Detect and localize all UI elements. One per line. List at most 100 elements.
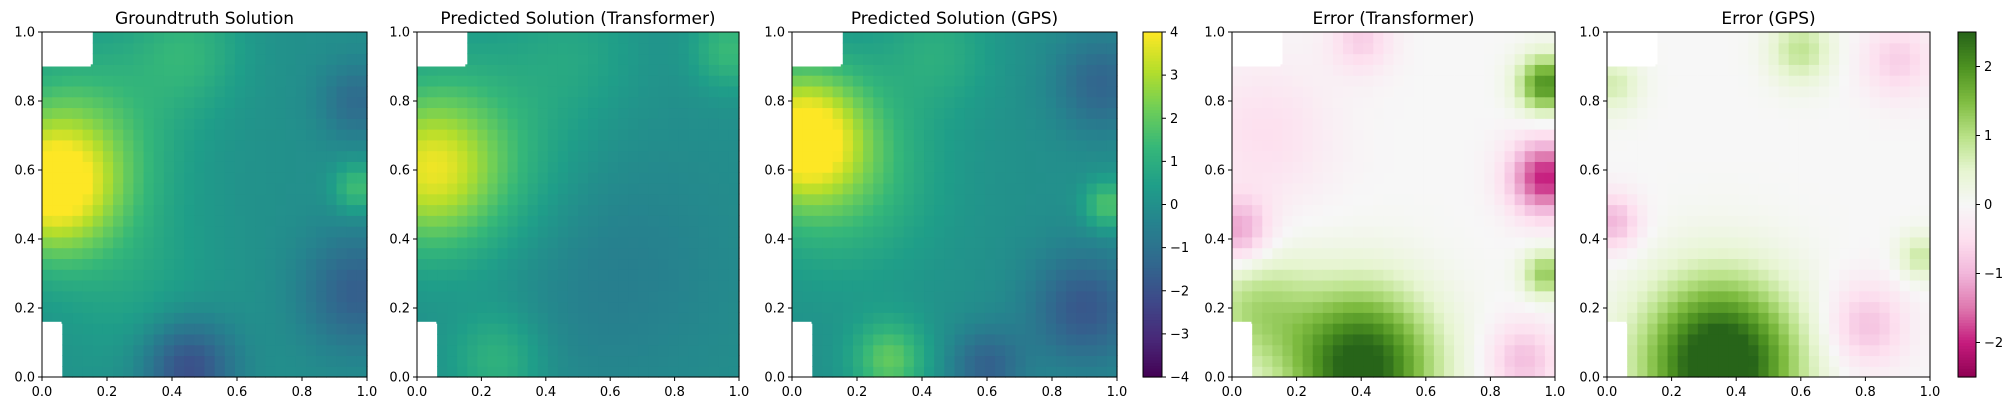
heatmap-cell: [174, 355, 185, 367]
heatmap-cell: [1312, 64, 1324, 76]
heatmap-cell: [668, 258, 680, 270]
heatmap-cell: [234, 32, 246, 44]
heatmap-cell: [1076, 75, 1088, 87]
heatmap-cell: [1707, 42, 1719, 55]
heatmap-cell: [954, 75, 966, 87]
heatmap-cell: [1738, 96, 1749, 109]
heatmap-cell: [1106, 75, 1118, 87]
heatmap-cell: [507, 226, 519, 238]
heatmap-cell: [1106, 323, 1118, 335]
heatmap-cell: [224, 323, 236, 335]
heatmap-cell: [1423, 323, 1435, 335]
heatmap-cell: [1514, 269, 1526, 281]
heatmap-cell: [1106, 204, 1118, 216]
heatmap-cell: [336, 269, 348, 281]
heatmap-cell: [527, 96, 539, 109]
heatmap-cell: [1025, 118, 1037, 130]
heatmap-cell: [974, 215, 986, 227]
heatmap-cell: [204, 53, 216, 65]
heatmap-cell: [275, 64, 287, 76]
heatmap-cell: [102, 85, 114, 98]
heatmap-cell: [477, 279, 489, 292]
heatmap-cell: [578, 204, 589, 216]
heatmap-cell: [608, 85, 619, 98]
heatmap-cell: [598, 64, 609, 76]
heatmap-cell: [964, 64, 976, 76]
heatmap-cell: [547, 355, 559, 367]
heatmap-cell: [678, 301, 690, 313]
heatmap-cell: [1667, 139, 1679, 152]
heatmap-cell: [285, 42, 297, 55]
heatmap-cell: [1423, 139, 1435, 152]
heatmap-cell: [123, 42, 135, 55]
heatmap-cell: [1025, 53, 1037, 65]
heatmap-cell: [487, 64, 499, 76]
heatmap-cell: [802, 139, 813, 152]
heatmap-cell: [1657, 42, 1669, 55]
heatmap-cell: [1687, 344, 1699, 357]
heatmap-cell: [1718, 312, 1729, 324]
heatmap-cell: [1383, 344, 1395, 357]
heatmap-cell: [1859, 182, 1871, 195]
heatmap-cell: [295, 118, 307, 130]
heatmap-cell: [1056, 107, 1067, 119]
heatmap-cell: [567, 139, 579, 152]
heatmap-cell: [437, 226, 448, 238]
heatmap-cell: [934, 161, 945, 173]
heatmap-cell: [275, 118, 287, 130]
heatmap-cell: [1494, 139, 1506, 152]
heatmap-cell: [728, 129, 740, 141]
heatmap-cell: [1433, 182, 1445, 195]
heatmap-cell: [52, 172, 63, 184]
heatmap-cell: [285, 279, 297, 292]
heatmap-cell: [944, 323, 956, 335]
heatmap-cell: [698, 172, 710, 184]
heatmap-cell: [133, 312, 145, 324]
heatmap-cell: [1322, 366, 1334, 378]
heatmap-cell: [588, 193, 599, 206]
heatmap-cell: [984, 366, 996, 378]
heatmap-cell: [1617, 236, 1628, 249]
y-tick-label: 0.0: [389, 371, 410, 386]
heatmap-cell: [1353, 150, 1364, 162]
heatmap-cell: [852, 204, 864, 216]
heatmap-cell: [578, 333, 589, 346]
heatmap-cell: [873, 236, 885, 249]
heatmap-cell: [487, 204, 499, 216]
heatmap-cell: [718, 312, 730, 324]
heatmap-cell: [1544, 269, 1556, 281]
heatmap-cell: [547, 172, 559, 184]
heatmap-cell: [1292, 85, 1304, 98]
heatmap-cell: [1373, 118, 1384, 130]
heatmap-cell: [295, 366, 307, 378]
heatmap-cell: [174, 236, 185, 249]
heatmap-cell: [1728, 161, 1739, 173]
heatmap-cell: [1096, 290, 1108, 303]
heatmap-cell: [336, 355, 348, 367]
heatmap-cell: [346, 290, 358, 303]
heatmap-cell: [336, 85, 348, 98]
heatmap-cell: [728, 182, 740, 195]
heatmap-cell: [1252, 226, 1263, 238]
heatmap-cell: [1534, 42, 1546, 55]
heatmap-cell: [668, 323, 680, 335]
heatmap-cell: [1403, 150, 1415, 162]
heatmap-cell: [1252, 215, 1263, 227]
heatmap-cell: [588, 247, 599, 260]
heatmap-cell: [295, 107, 307, 119]
heatmap-cell: [1272, 193, 1284, 206]
heatmap-cell: [1312, 129, 1324, 141]
heatmap-cell: [255, 64, 267, 76]
heatmap-cell: [608, 279, 619, 292]
heatmap-cell: [1393, 344, 1405, 357]
heatmap-cell: [852, 247, 864, 260]
heatmap-cell: [658, 301, 670, 313]
heatmap-cell: [427, 150, 438, 162]
heatmap-cell: [174, 64, 185, 76]
heatmap-cell: [1718, 139, 1729, 152]
heatmap-cell: [306, 161, 317, 173]
heatmap-cell: [72, 204, 84, 216]
heatmap-cell: [628, 129, 639, 141]
heatmap-cell: [893, 215, 905, 227]
heatmap-cell: [1798, 333, 1810, 346]
